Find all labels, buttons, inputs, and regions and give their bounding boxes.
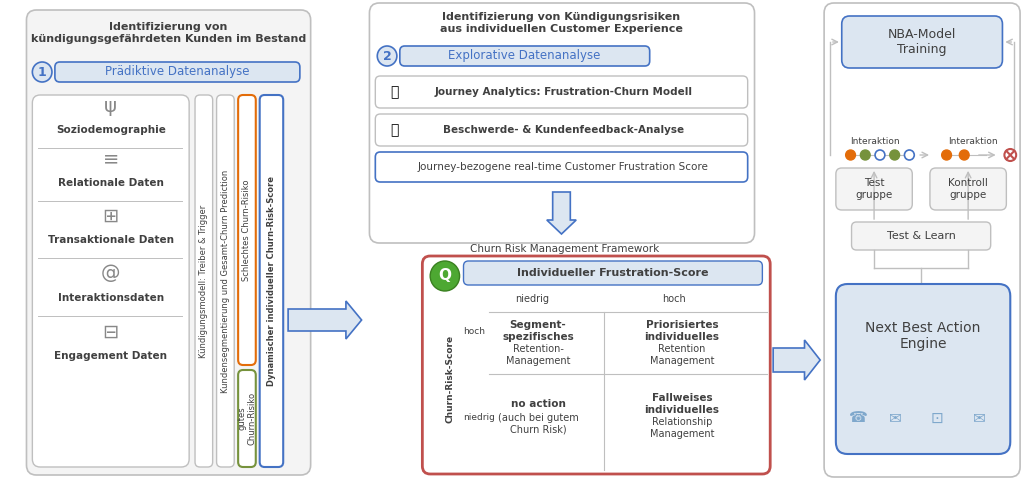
FancyBboxPatch shape [836,168,912,210]
Text: Q: Q [438,268,452,283]
Circle shape [959,150,969,160]
Text: Kündigungsmodell: Treiber & Trigger: Kündigungsmodell: Treiber & Trigger [200,204,208,358]
Text: niedrig: niedrig [515,294,549,304]
Text: Fallweises
individuelles: Fallweises individuelles [644,393,720,415]
Circle shape [890,150,899,160]
Circle shape [430,261,460,291]
Text: Churn Risk Management Framework: Churn Risk Management Framework [470,244,659,254]
Text: ✉: ✉ [889,411,902,426]
Text: Schlechtes Churn-Risiko: Schlechtes Churn-Risiko [243,179,252,281]
Text: Explorative Datenanalyse: Explorative Datenanalyse [449,50,600,63]
FancyBboxPatch shape [55,62,300,82]
Text: ≡: ≡ [102,149,119,169]
Text: ⊟: ⊟ [102,322,119,342]
Text: Transaktionale Daten: Transaktionale Daten [48,235,174,245]
Text: Test & Learn: Test & Learn [887,231,955,241]
Text: (auch bei gutem
Churn Risk): (auch bei gutem Churn Risk) [498,413,579,435]
Text: Kontroll
gruppe: Kontroll gruppe [948,178,988,200]
FancyBboxPatch shape [464,261,763,285]
Text: ✉: ✉ [973,411,985,426]
Text: Segment-
spezifisches: Segment- spezifisches [502,320,573,342]
FancyBboxPatch shape [376,76,748,108]
Text: 2: 2 [383,50,391,63]
Text: no action: no action [511,399,565,409]
FancyBboxPatch shape [836,284,1011,454]
Text: Dynamischer individueller Churn-Risk-Score: Dynamischer individueller Churn-Risk-Sco… [267,176,275,386]
FancyBboxPatch shape [842,16,1002,68]
Text: Identifizierung von Kündigungsrisiken
aus individuellen Customer Experience: Identifizierung von Kündigungsrisiken au… [440,12,683,34]
Text: Next Best Action
Engine: Next Best Action Engine [865,321,981,351]
Text: niedrig: niedrig [464,414,496,423]
Text: Test
gruppe: Test gruppe [855,178,893,200]
Text: Kundensegmentierung und Gesamt-Churn Prediction: Kundensegmentierung und Gesamt-Churn Pre… [221,169,230,393]
Circle shape [1005,149,1016,161]
FancyBboxPatch shape [824,3,1020,477]
Text: Interaktionsdaten: Interaktionsdaten [57,293,164,303]
Text: Retention
Management: Retention Management [650,344,715,366]
Text: hoch: hoch [663,294,686,304]
Text: Interaktion: Interaktion [948,137,997,147]
FancyBboxPatch shape [376,152,748,182]
Circle shape [942,150,951,160]
Text: Soziodemographie: Soziodemographie [56,125,166,135]
FancyBboxPatch shape [370,3,755,243]
Text: Prädiktive Datenanalyse: Prädiktive Datenanalyse [105,66,250,79]
Text: 1: 1 [38,66,46,79]
Text: Relationale Daten: Relationale Daten [57,178,164,188]
Circle shape [377,46,397,66]
Text: Individueller Frustration-Score: Individueller Frustration-Score [517,268,709,278]
Circle shape [846,150,855,160]
Circle shape [860,150,870,160]
FancyBboxPatch shape [930,168,1007,210]
Text: Retention-
Management: Retention- Management [506,344,570,366]
Text: ψ: ψ [104,96,118,116]
Text: Journey-bezogene real-time Customer Frustration Score: Journey-bezogene real-time Customer Frus… [418,162,709,172]
FancyBboxPatch shape [217,95,234,467]
Circle shape [904,150,914,160]
Circle shape [876,150,885,160]
FancyBboxPatch shape [239,370,256,467]
Text: @: @ [101,265,121,283]
FancyArrow shape [547,192,577,234]
FancyBboxPatch shape [239,95,256,365]
FancyBboxPatch shape [195,95,213,467]
Text: 💬: 💬 [391,123,399,137]
FancyBboxPatch shape [399,46,649,66]
Text: Identifizierung von
kündigungsgefährdeten Kunden im Bestand: Identifizierung von kündigungsgefährdete… [31,22,306,44]
FancyBboxPatch shape [33,95,189,467]
Text: Beschwerde- & Kundenfeedback-Analyse: Beschwerde- & Kundenfeedback-Analyse [443,125,684,135]
Text: Churn-Risk-Score: Churn-Risk-Score [445,335,455,423]
Text: Journey Analytics: Frustration-Churn Modell: Journey Analytics: Frustration-Churn Mod… [434,87,692,97]
FancyBboxPatch shape [260,95,284,467]
FancyArrow shape [773,340,820,380]
Text: Interaktion: Interaktion [850,137,900,147]
Text: Priorisiertes
individuelles: Priorisiertes individuelles [644,320,720,342]
Text: Engagement Daten: Engagement Daten [54,351,167,361]
Text: ⊡: ⊡ [931,411,943,426]
FancyBboxPatch shape [852,222,990,250]
FancyBboxPatch shape [27,10,310,475]
Circle shape [33,62,52,82]
FancyArrow shape [288,301,361,339]
Text: NBA-Model
Training: NBA-Model Training [888,28,956,56]
Text: ☎: ☎ [849,411,868,426]
Text: Relationship
Management: Relationship Management [650,417,715,439]
Text: gutes
Churn-Risiko: gutes Churn-Risiko [238,391,257,444]
Text: ⊞: ⊞ [102,206,119,226]
Text: hoch: hoch [464,326,485,335]
FancyBboxPatch shape [376,114,748,146]
Text: 🚗: 🚗 [391,85,399,99]
FancyBboxPatch shape [422,256,770,474]
